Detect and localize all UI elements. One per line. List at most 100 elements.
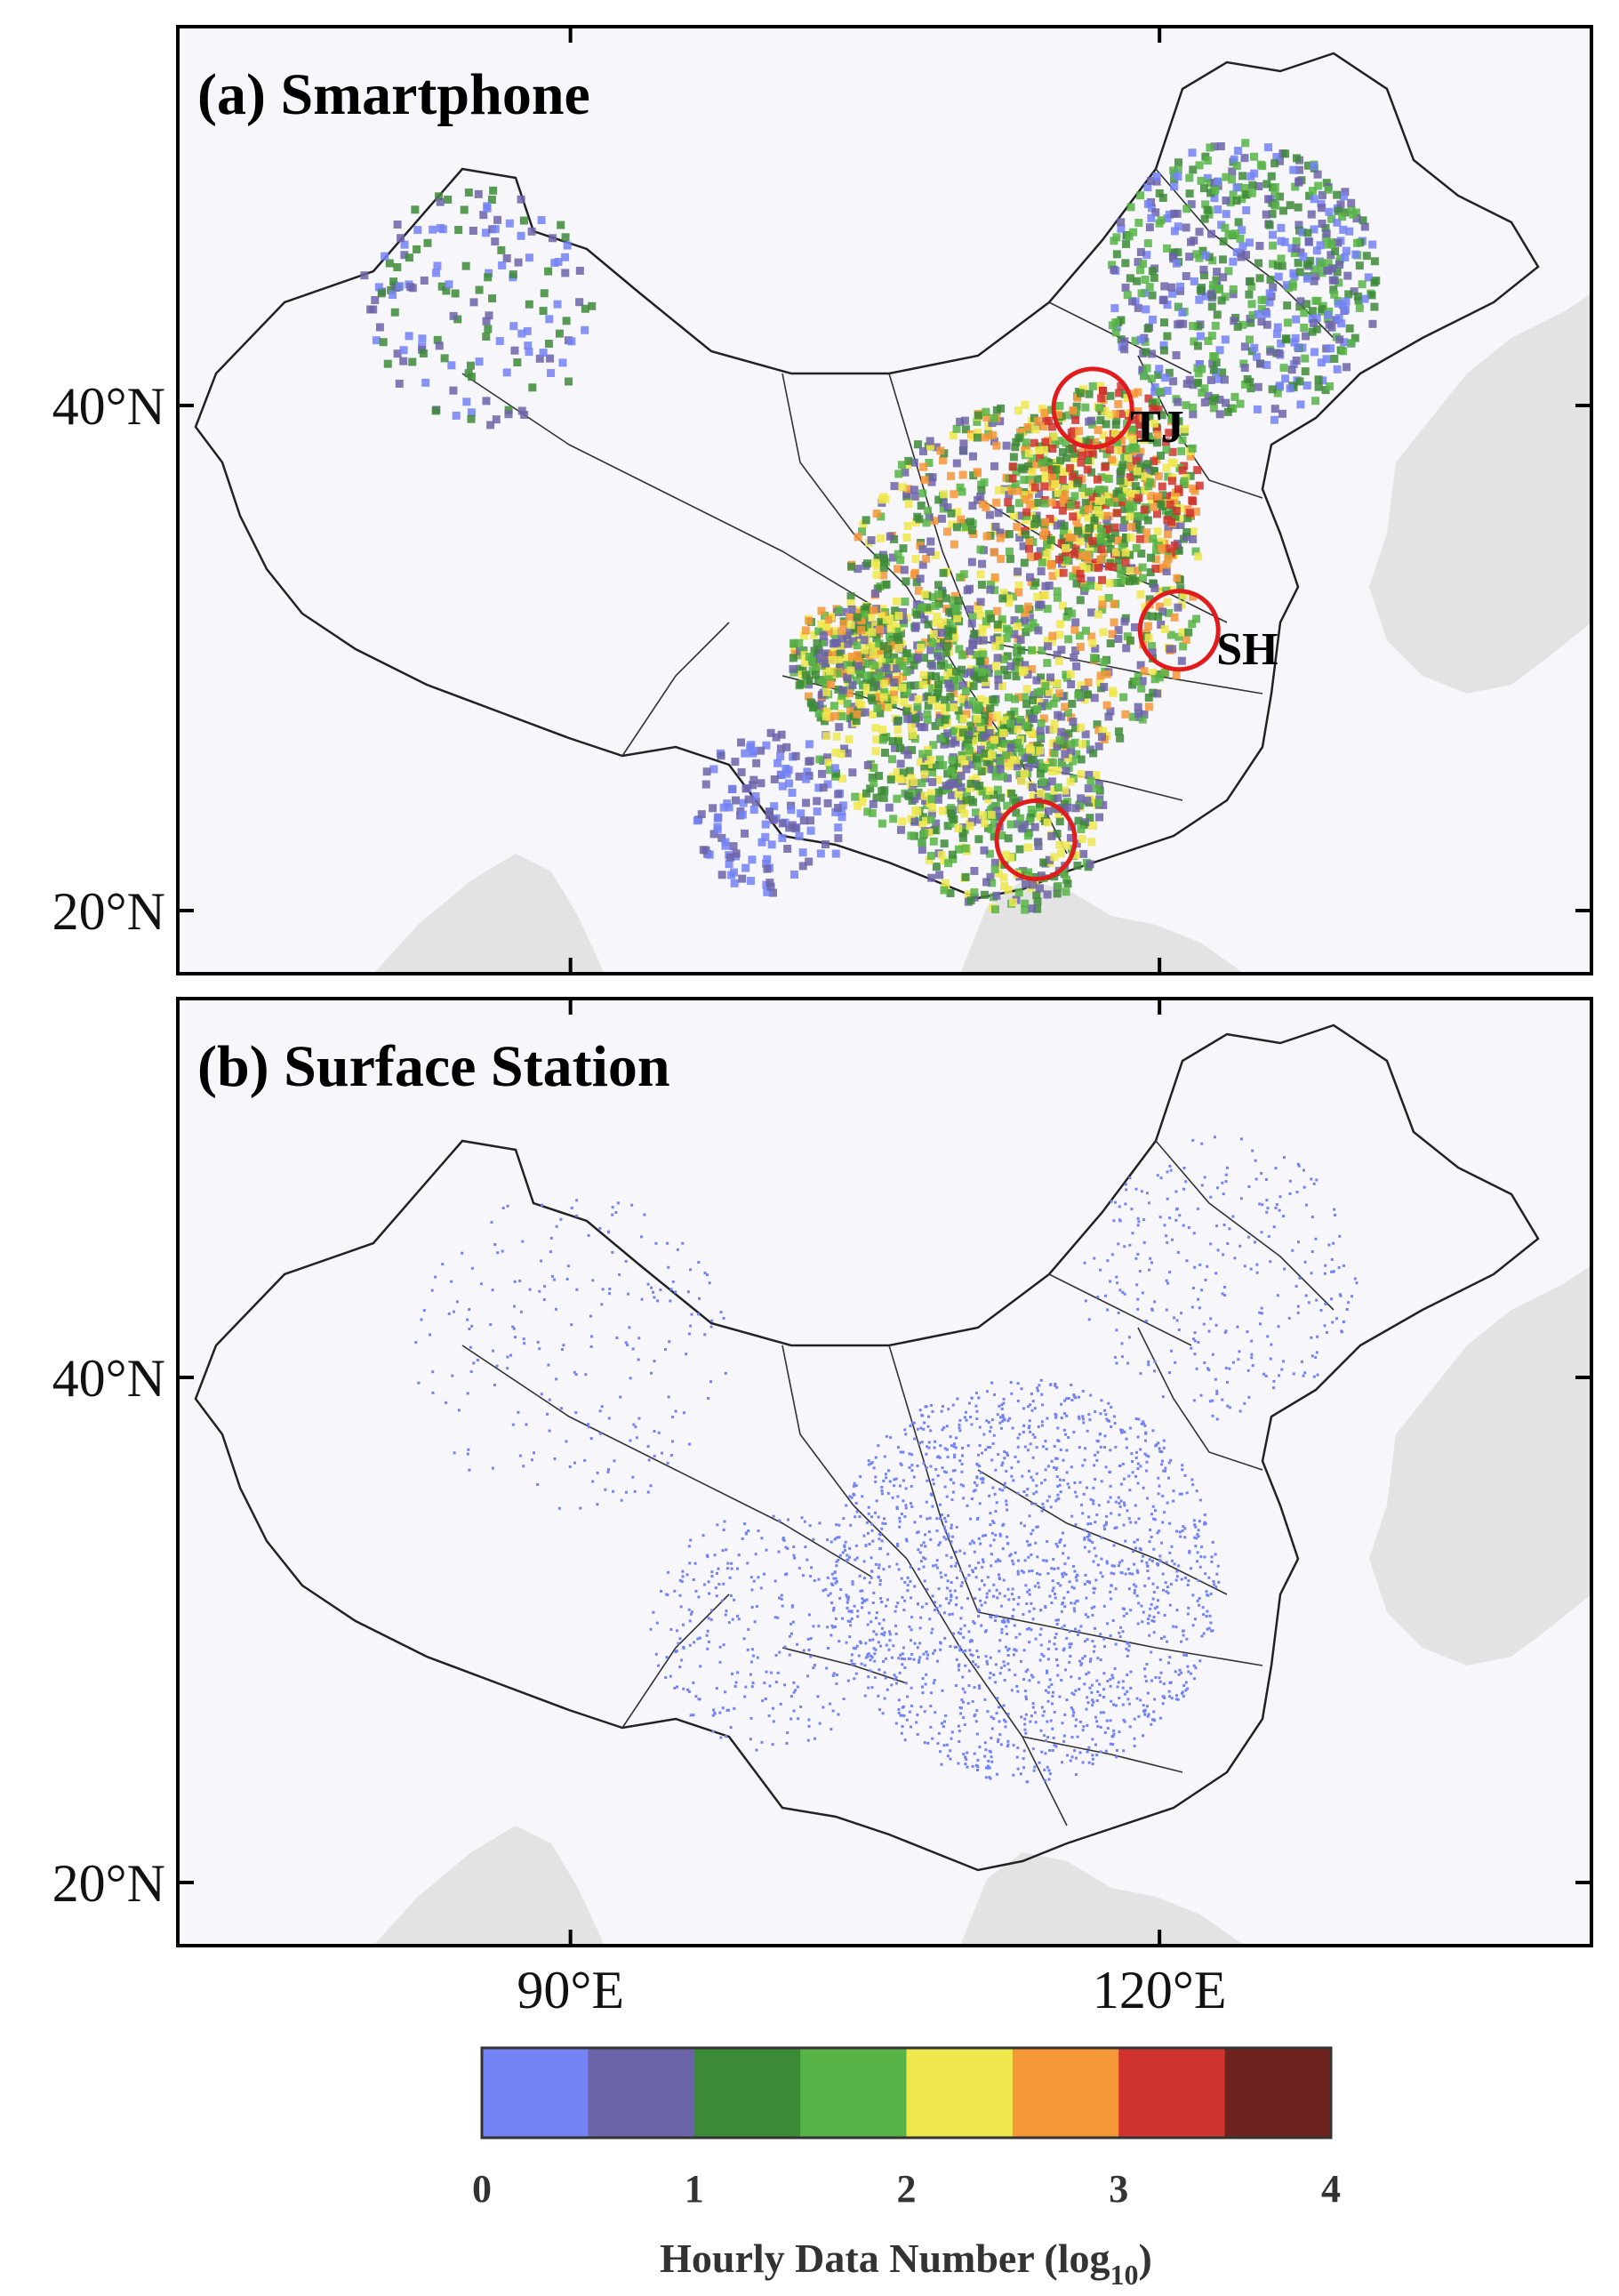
station-point	[1084, 1613, 1087, 1617]
density-cell	[910, 486, 918, 494]
density-cell	[825, 667, 834, 676]
density-cell	[1036, 727, 1045, 735]
station-point	[1191, 1483, 1195, 1487]
station-point	[1025, 1627, 1029, 1631]
density-cell	[1054, 568, 1063, 577]
density-cell	[1174, 222, 1182, 231]
density-cell	[1083, 551, 1092, 560]
density-cell	[1087, 608, 1096, 617]
density-cell	[1309, 318, 1318, 327]
density-cell	[788, 788, 797, 797]
station-point	[902, 1499, 905, 1503]
density-cell	[895, 775, 904, 783]
density-cell	[1014, 588, 1023, 597]
density-cell	[1209, 365, 1218, 374]
density-cell	[782, 743, 791, 751]
density-cell	[1016, 715, 1025, 724]
density-cell	[1035, 759, 1044, 767]
station-point	[1028, 1419, 1031, 1423]
density-cell	[1292, 237, 1301, 245]
density-cell	[1108, 321, 1117, 330]
station-point	[1158, 1449, 1162, 1453]
density-cell	[1108, 630, 1117, 638]
density-cell	[961, 844, 970, 853]
station-point	[1129, 1670, 1133, 1674]
density-cell	[932, 618, 941, 627]
station-point	[1143, 1708, 1147, 1712]
station-point	[1028, 1626, 1031, 1630]
station-point	[862, 1534, 866, 1537]
station-point	[1203, 1522, 1206, 1526]
station-point	[987, 1759, 990, 1762]
station-point	[973, 1481, 976, 1484]
density-cell	[875, 693, 884, 702]
station-point	[1031, 1675, 1035, 1679]
station-point	[1028, 1679, 1031, 1682]
density-cell	[1071, 415, 1080, 424]
density-cell	[1117, 551, 1126, 560]
density-cell	[1266, 276, 1275, 285]
density-cell	[1324, 185, 1333, 194]
density-cell	[838, 641, 846, 650]
density-cell	[1098, 595, 1107, 604]
station-point	[1156, 1531, 1159, 1535]
density-cell	[1088, 638, 1097, 647]
density-cell	[1204, 337, 1213, 346]
density-cell	[802, 775, 811, 783]
density-cell	[817, 606, 826, 615]
station-point	[1166, 1661, 1170, 1665]
station-point	[958, 1649, 962, 1652]
station-point	[954, 1436, 958, 1440]
station-point	[1087, 1671, 1091, 1674]
density-cell	[1071, 724, 1080, 733]
station-point	[1011, 1587, 1014, 1591]
station-point	[1151, 1597, 1155, 1601]
density-cell	[431, 269, 440, 277]
density-cell	[1155, 586, 1164, 595]
density-cell	[1092, 784, 1101, 793]
station-point	[959, 1627, 963, 1631]
station-point	[1025, 1602, 1029, 1605]
station-point	[866, 1623, 870, 1626]
station-point	[938, 1503, 942, 1506]
station-point	[1054, 1385, 1057, 1388]
station-point	[1187, 1606, 1190, 1610]
density-cell	[762, 859, 771, 868]
density-cell	[1086, 581, 1095, 590]
station-point	[1001, 1461, 1005, 1465]
density-cell	[528, 383, 537, 392]
station-point	[1144, 1680, 1148, 1683]
density-cell	[1028, 646, 1037, 654]
density-cell	[1276, 381, 1285, 390]
density-cell	[1326, 251, 1335, 260]
density-cell	[950, 633, 959, 642]
density-cell	[1182, 205, 1191, 213]
density-cell	[1070, 653, 1078, 662]
station-point	[989, 1512, 992, 1515]
density-cell	[1189, 534, 1198, 543]
density-cell	[867, 613, 876, 622]
density-cell	[806, 698, 815, 707]
density-cell	[535, 354, 544, 363]
density-cell	[1370, 302, 1379, 311]
station-point	[946, 1754, 950, 1758]
density-cell	[1114, 399, 1123, 408]
station-point	[884, 1676, 887, 1680]
station-point	[944, 1573, 948, 1577]
density-cell	[927, 478, 936, 486]
density-cell	[832, 732, 841, 741]
station-point	[894, 1682, 898, 1685]
density-cell	[1167, 283, 1176, 292]
density-cell	[798, 848, 807, 857]
station-point	[924, 1405, 927, 1409]
density-cell	[1176, 286, 1185, 295]
density-cell	[749, 775, 758, 784]
station-point	[1093, 1626, 1096, 1630]
density-cell	[1240, 184, 1249, 193]
density-cell	[1014, 650, 1022, 659]
station-point	[1024, 1670, 1028, 1674]
density-cell	[1323, 240, 1332, 249]
density-cell	[1200, 398, 1209, 407]
station-point	[1023, 1722, 1027, 1726]
station-point	[1035, 1525, 1038, 1529]
